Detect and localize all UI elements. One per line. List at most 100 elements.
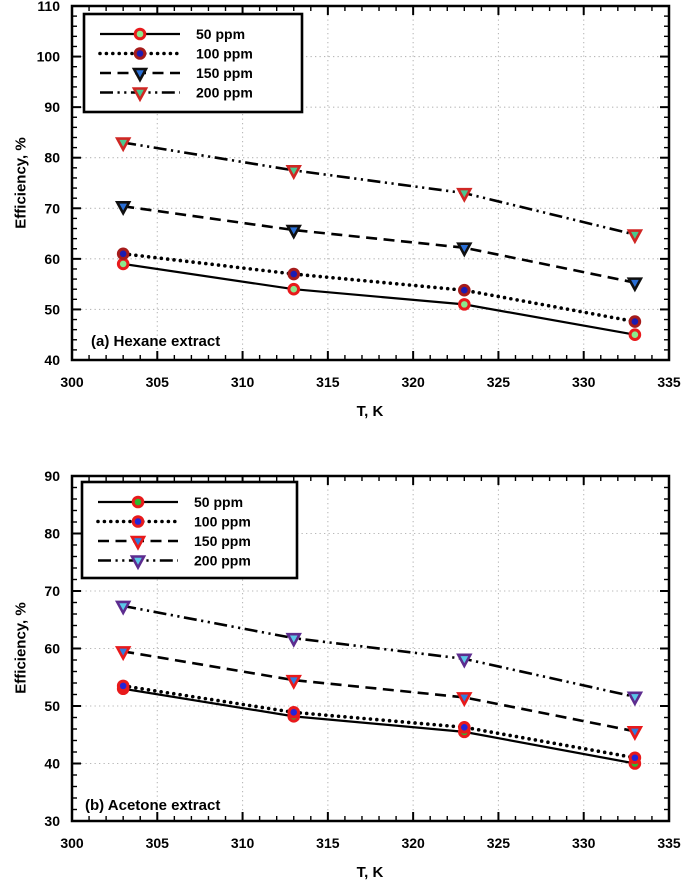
series-markers-200-ppm	[114, 600, 644, 707]
x-tick-label: 330	[572, 374, 596, 390]
x-tick-label: 320	[401, 835, 425, 851]
chart-a-canvas: 300 305 310 315 320 325 330 335 40 50 60 70 80 90 100 1…	[37, 0, 681, 390]
x-tick-labels: 300 305 310 315 320 325 330 335	[60, 835, 681, 851]
data-point-marker	[626, 229, 644, 245]
y-tick-label: 80	[44, 150, 60, 166]
data-point-marker	[133, 27, 147, 41]
x-tick-label: 305	[146, 374, 170, 390]
series-markers-100-ppm	[116, 247, 642, 328]
legend-box	[82, 12, 304, 114]
data-point-marker	[458, 720, 471, 734]
y-tick-labels: 30 40 50 60 70 80 90	[44, 468, 60, 829]
data-point-marker	[287, 267, 301, 281]
data-point-marker	[114, 137, 132, 153]
data-point-marker	[628, 328, 642, 342]
legend-label: 100 ppm	[194, 514, 251, 530]
series-line-50-ppm	[122, 687, 636, 765]
plot-frame	[70, 4, 671, 362]
y-tick-label: 90	[44, 99, 60, 115]
x-tick-label: 330	[572, 835, 596, 851]
data-point-marker	[456, 242, 473, 258]
chart-b-canvas: 300 305 310 315 320 325 330 335 30 40 50 60 70 80 90 50…	[44, 468, 681, 851]
data-point-marker	[285, 224, 302, 240]
data-point-marker	[456, 692, 473, 708]
legend-entry-100-ppm: 100 ppm	[98, 46, 253, 62]
y-tick-label: 60	[44, 641, 60, 657]
y-tick-label: 70	[44, 200, 60, 216]
x-tick-label: 315	[316, 835, 340, 851]
x-tick-label: 310	[231, 374, 255, 390]
data-point-marker	[287, 282, 301, 296]
legend-label: 50 ppm	[194, 494, 243, 510]
chart-b-panel-label: (b) Acetone extract	[85, 797, 221, 814]
series-line-50-ppm	[123, 262, 636, 336]
data-point-marker	[131, 67, 149, 83]
data-point-marker	[626, 725, 644, 742]
legend-label: 150 ppm	[196, 65, 253, 81]
data-point-marker	[287, 706, 301, 719]
x-tick-label: 315	[316, 374, 340, 390]
chart-b-y-axis-title: Efficiency, %	[12, 602, 30, 694]
x-tick-label: 325	[487, 835, 511, 851]
data-point-marker	[116, 679, 130, 693]
data-point-marker	[456, 653, 473, 669]
x-tick-label: 320	[401, 374, 425, 390]
series-markers-200-ppm	[114, 137, 644, 245]
data-point-marker	[129, 535, 147, 551]
y-tick-label: 40	[44, 352, 60, 368]
legend-entry-50-ppm: 50 ppm	[98, 494, 243, 510]
legend-entry-100-ppm: 100 ppm	[96, 514, 251, 530]
series-markers-50-ppm	[116, 682, 642, 770]
data-point-marker	[116, 247, 130, 261]
x-tick-label: 310	[231, 835, 255, 851]
data-point-marker	[114, 600, 132, 616]
data-point-marker	[458, 298, 471, 311]
series-line-150-ppm	[122, 650, 636, 733]
data-point-marker	[285, 632, 302, 648]
data-point-marker	[129, 555, 147, 571]
series-line-100-ppm	[121, 252, 637, 324]
legend: 50 ppm 100 ppm 150 ppm 200 ppm	[82, 12, 304, 114]
data-point-marker	[131, 495, 145, 509]
y-tick-label: 30	[44, 813, 60, 829]
data-point-marker	[628, 751, 642, 765]
chart-a-y-axis-title: Efficiency, %	[12, 137, 30, 229]
series-line-150-ppm	[122, 204, 636, 284]
x-tick-label: 300	[60, 835, 84, 851]
series-markers-150-ppm	[114, 200, 644, 293]
data-point-marker	[114, 200, 132, 216]
y-tick-label: 50	[44, 698, 60, 714]
data-point-marker	[131, 87, 149, 103]
legend: 50 ppm 100 ppm 150 ppm 200 ppm	[80, 480, 299, 580]
y-tick-label: 70	[44, 583, 60, 599]
data-point-marker	[628, 315, 642, 328]
chart-a-x-axis-title: T, K	[356, 403, 384, 420]
data-point-marker	[131, 515, 145, 528]
series-line-200-ppm	[122, 604, 636, 699]
data-point-marker	[285, 165, 302, 181]
series-markers-50-ppm	[116, 257, 642, 342]
chart-b-x-axis-title: T, K	[356, 864, 384, 881]
legend-label: 150 ppm	[194, 533, 251, 549]
x-tick-label: 325	[487, 374, 511, 390]
x-tick-label: 335	[657, 835, 681, 851]
series-markers-100-ppm	[116, 679, 642, 765]
legend-entry-200-ppm: 200 ppm	[98, 553, 251, 571]
chart-a-panel-label: (a) Hexane extract	[91, 333, 221, 350]
legend-label: 100 ppm	[196, 46, 253, 62]
legend-entry-150-ppm: 150 ppm	[98, 533, 251, 551]
legend-label: 200 ppm	[196, 85, 253, 101]
legend-entry-50-ppm: 50 ppm	[100, 26, 245, 42]
data-point-marker	[456, 187, 473, 203]
legend-box	[80, 480, 299, 580]
data-point-marker	[285, 674, 302, 690]
series-markers-150-ppm	[114, 646, 644, 742]
series-line-100-ppm	[121, 684, 637, 760]
data-point-marker	[626, 691, 644, 707]
data-point-marker	[116, 257, 130, 271]
legend-label: 50 ppm	[196, 26, 245, 42]
y-tick-label: 60	[44, 251, 60, 267]
x-tick-label: 335	[657, 374, 681, 390]
x-tick-label: 305	[146, 835, 170, 851]
y-tick-label: 50	[44, 301, 60, 317]
